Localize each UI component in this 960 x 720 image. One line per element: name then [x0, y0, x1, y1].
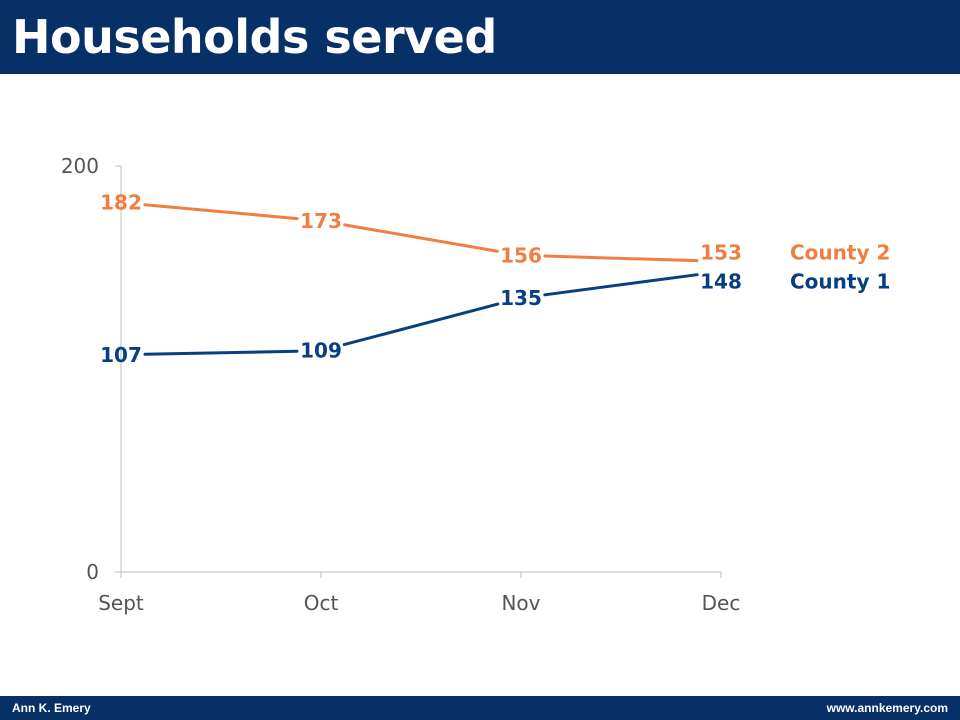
- x-tick-label: Sept: [98, 591, 144, 615]
- page-title: Households served: [12, 10, 497, 64]
- county-1-data-label: 148: [700, 270, 742, 294]
- county-2-data-label: 182: [100, 191, 142, 215]
- footer-website: www.annkemery.com: [826, 701, 948, 715]
- county-1-legend-label: County 1: [790, 270, 890, 294]
- county-1-line-segment: [543, 273, 699, 297]
- footer-author: Ann K. Emery: [12, 701, 91, 715]
- county-1-data-label: 135: [500, 286, 542, 310]
- county-1-line-segment: [342, 302, 500, 347]
- county-2-data-label: 156: [500, 243, 542, 267]
- title-bar: Households served: [0, 0, 960, 74]
- county-2-line-segment: [143, 203, 299, 221]
- county-2-data-label: 153: [700, 240, 742, 264]
- county-1-data-label: 109: [300, 339, 342, 363]
- x-tick-label: Nov: [501, 591, 540, 615]
- county-2-line-segment: [343, 223, 499, 253]
- county-1-line-segment: [143, 349, 299, 356]
- y-tick-label: 0: [86, 560, 99, 584]
- county-1-data-label: 107: [100, 343, 142, 367]
- county-2-line-segment: [543, 254, 699, 263]
- y-tick-label: 200: [61, 154, 99, 178]
- line-chart: 0 200 Sept Oct Nov Dec 182 173 156 153 County 2 107…: [61, 154, 891, 615]
- x-tick-label: Dec: [702, 591, 741, 615]
- county-2-data-label: 173: [300, 209, 342, 233]
- footer-bar: Ann K. Emery www.annkemery.com: [0, 696, 960, 720]
- county-2-legend-label: County 2: [790, 240, 890, 264]
- x-tick-label: Oct: [304, 591, 339, 615]
